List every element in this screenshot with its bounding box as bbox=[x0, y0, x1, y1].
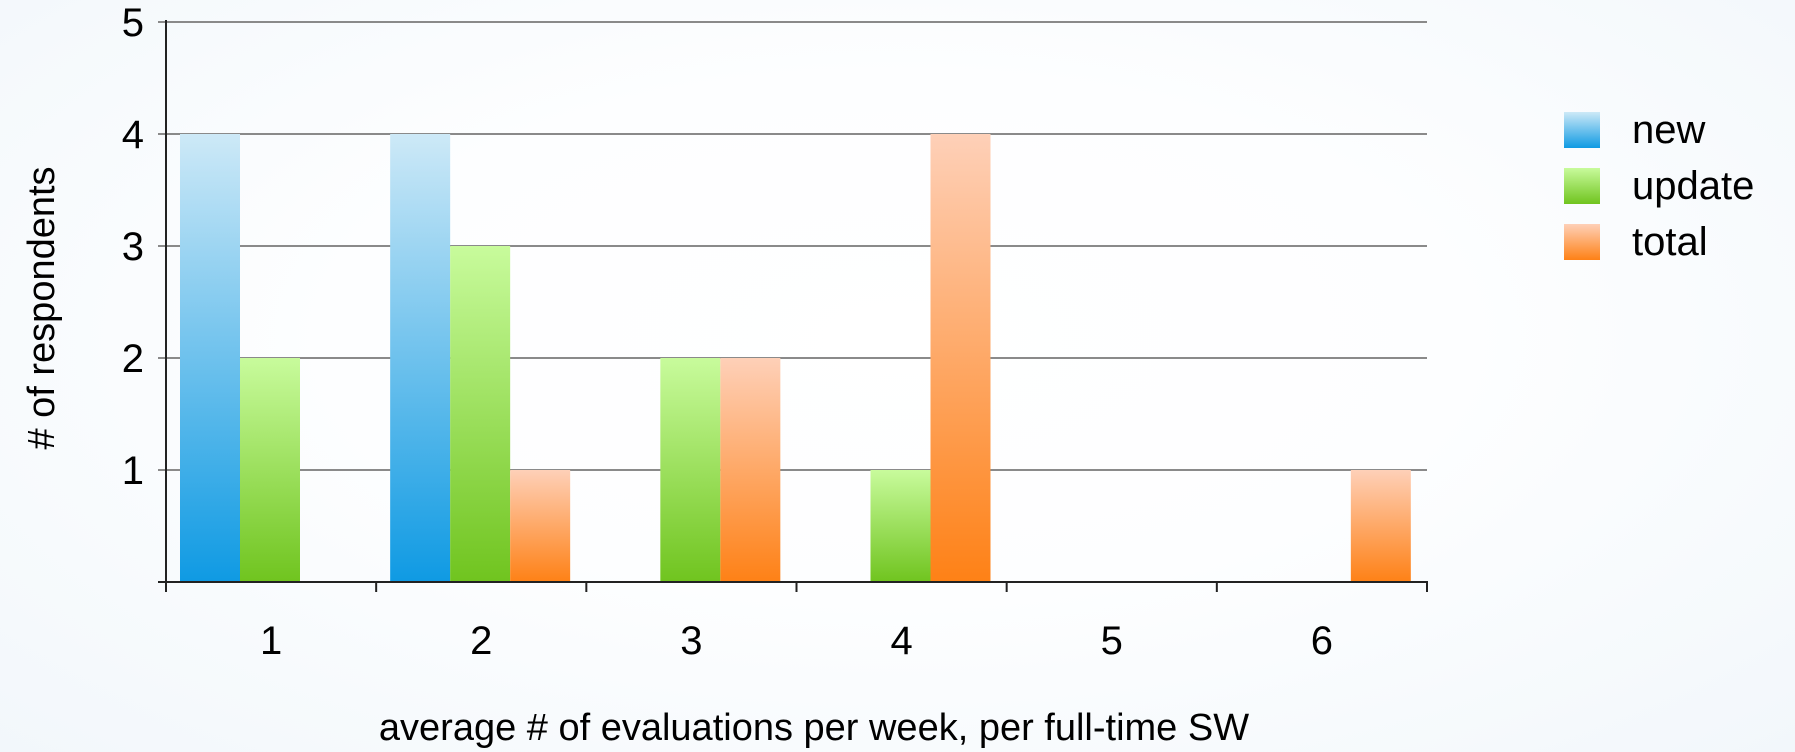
bar-update-2 bbox=[450, 246, 511, 582]
bar-total-3 bbox=[720, 358, 781, 582]
bar-new-1 bbox=[180, 134, 240, 582]
legend-label-total: total bbox=[1632, 220, 1708, 264]
legend-swatch-update bbox=[1564, 168, 1600, 204]
legend-label-update: update bbox=[1632, 164, 1754, 208]
bar-new-2 bbox=[390, 134, 451, 582]
x-axis-title: average # of evaluations per week, per f… bbox=[379, 707, 1249, 749]
x-tick-label-4: 4 bbox=[890, 619, 912, 663]
x-tick-label-3: 3 bbox=[680, 619, 702, 663]
y-tick-label-3: 3 bbox=[122, 225, 144, 269]
x-tick-label-1: 1 bbox=[260, 619, 282, 663]
y-axis-title: # of respondents bbox=[21, 166, 63, 449]
y-tick-label-4: 4 bbox=[122, 113, 144, 157]
y-tick-label-5: 5 bbox=[122, 1, 144, 45]
x-tick-label-2: 2 bbox=[470, 619, 492, 663]
legend-swatch-new bbox=[1564, 112, 1600, 148]
y-tick-label-2: 2 bbox=[122, 337, 144, 381]
bar-total-4 bbox=[930, 134, 991, 582]
bar-update-3 bbox=[660, 358, 721, 582]
x-tick-label-5: 5 bbox=[1101, 619, 1123, 663]
bar-update-1 bbox=[240, 358, 300, 582]
bar-update-4 bbox=[870, 470, 931, 582]
legend-label-new: new bbox=[1632, 108, 1705, 152]
bar-total-6 bbox=[1350, 470, 1411, 582]
bar-total-2 bbox=[510, 470, 571, 582]
legend-swatch-total bbox=[1564, 224, 1600, 260]
x-tick-label-6: 6 bbox=[1311, 619, 1333, 663]
y-tick-label-1: 1 bbox=[122, 449, 144, 493]
legend: new update total bbox=[1564, 108, 1754, 264]
